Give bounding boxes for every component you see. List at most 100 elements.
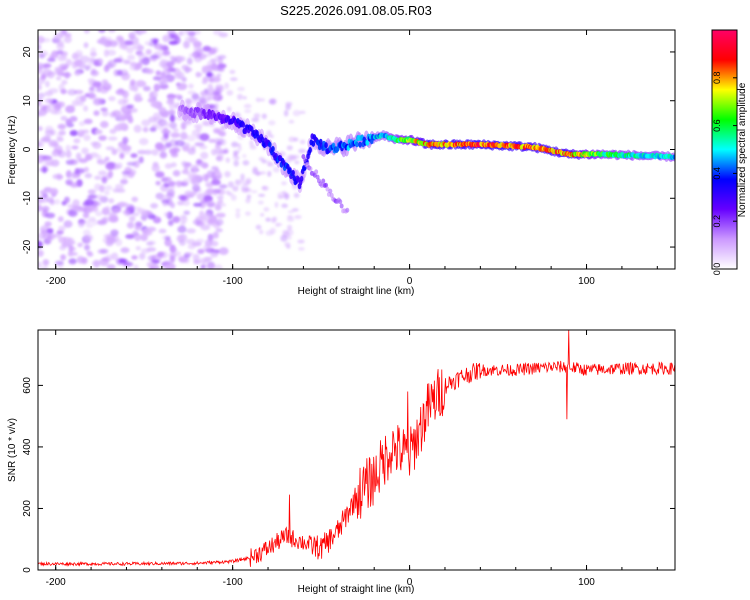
spectrogram-ridge-branch — [324, 182, 329, 188]
spectrogram-noise-blob — [202, 244, 211, 253]
spectrogram-noise-blob — [63, 36, 72, 44]
spectrogram-noise-blob — [150, 90, 158, 99]
spectrogram-noise-blob — [167, 109, 176, 115]
spectrogram-noise-blob — [126, 104, 134, 109]
spectrogram-noise-blob — [210, 58, 217, 63]
spectrogram-noise-blob — [104, 185, 113, 191]
spectrogram-noise-blob — [292, 109, 301, 117]
spectrogram-noise-blob — [173, 35, 180, 41]
spectrogram-noise-blob — [99, 248, 109, 254]
spectrogram-noise-blob — [186, 57, 193, 65]
spectrogram-noise-blob — [82, 212, 90, 219]
spectrogram-ridge-branch — [321, 178, 326, 184]
spectrogram-noise-blob — [97, 194, 103, 201]
spectrogram-noise-blob — [141, 211, 148, 216]
spectrogram-noise-blob — [54, 66, 64, 73]
spectrogram-noise-blob — [93, 97, 104, 105]
spectrogram-noise-blob — [218, 184, 228, 189]
spectrogram-noise-blob — [237, 93, 243, 101]
spectrogram-noise-blob — [225, 157, 230, 163]
spectrogram-noise-blob — [122, 174, 129, 179]
spectrogram-noise-blob — [108, 136, 118, 141]
spectrogram-noise-blob — [260, 98, 266, 102]
spectrogram-noise-blob — [180, 215, 188, 224]
spectrogram-noise-blob — [191, 93, 200, 101]
spectrogram-noise-blob — [224, 82, 230, 90]
spectrogram-noise-blob — [181, 169, 189, 175]
spectrogram-ridge-branch — [345, 207, 350, 213]
spectrogram-noise-blob — [196, 193, 205, 201]
spectrogram-noise-blob — [123, 59, 131, 65]
spectrogram-noise-blob — [237, 86, 246, 92]
spectrogram-noise-blob — [281, 203, 288, 208]
spectrogram-noise-blob — [283, 109, 289, 117]
spectrogram-noise-blob — [38, 43, 42, 51]
spectrogram-noise-blob — [127, 169, 137, 176]
spectrogram-noise-blob — [200, 264, 206, 269]
x-tick-label: 100 — [578, 577, 595, 588]
spectrogram-noise-blob — [164, 163, 173, 169]
spectrogram-noise-blob — [147, 255, 156, 262]
spectrogram-noise-blob — [47, 57, 56, 62]
spectrogram-noise-blob — [280, 195, 285, 199]
spectrogram-noise-blob — [96, 159, 107, 165]
spectrogram-noise-blob — [265, 230, 274, 236]
spectrogram-noise-blob — [137, 80, 147, 87]
spectrogram-noise-blob — [142, 126, 149, 133]
spectrogram-noise-blob — [38, 157, 43, 164]
spectrogram-noise-blob — [299, 139, 306, 145]
spectrogram-noise-blob — [69, 173, 77, 180]
spectrogram-ridge-core — [324, 142, 328, 149]
spectrogram-ridge-core — [291, 169, 295, 176]
spectrogram-noise-blob — [93, 110, 100, 116]
spectrogram-noise-blob — [71, 145, 79, 150]
spectrogram-noise-blob — [107, 161, 116, 167]
spectrogram-noise-blob — [216, 152, 224, 159]
spectrogram-noise-blob — [104, 205, 111, 212]
spectrogram-noise-blob — [154, 171, 164, 177]
spectrogram-noise-blob — [179, 195, 187, 201]
spectrogram-noise-blob — [182, 178, 191, 185]
spectrogram-noise-blob — [146, 226, 157, 232]
spectrogram-noise-blob — [168, 40, 179, 45]
spectrogram-noise-blob — [168, 66, 174, 72]
spectrogram-noise-blob — [48, 88, 59, 94]
spectrogram-noise-blob — [57, 174, 64, 180]
spectrogram-noise-blob — [274, 201, 279, 208]
spectrogram-noise-blob — [297, 239, 305, 244]
spectrogram-noise-blob — [190, 191, 197, 196]
spectrogram-noise-blob — [184, 251, 194, 257]
spectrogram-noise-blob — [151, 149, 159, 156]
spectrogram-noise-blob — [80, 55, 90, 63]
spectrogram-noise-blob — [246, 194, 252, 200]
spectrogram-noise-blob — [129, 64, 138, 71]
spectrogram-noise-blob — [44, 221, 52, 228]
spectrogram-noise-blob — [115, 183, 124, 190]
spectrogram-noise-blob — [192, 219, 202, 225]
spectrogram-noise-blob — [186, 228, 196, 234]
spectrogram-noise-blob — [166, 93, 177, 99]
spectrogram-noise-blob — [164, 238, 173, 247]
spectrogram-noise-blob — [200, 151, 209, 160]
spectrogram-noise-blob — [170, 202, 176, 209]
spectrogram-noise-blob — [176, 85, 187, 91]
spectrogram-noise-blob — [104, 190, 110, 196]
spectrogram-noise-blob — [199, 257, 208, 264]
spectrogram-noise-blob — [291, 208, 299, 212]
spectrogram-noise-blob — [67, 89, 77, 96]
spectrogram-ridge-core — [271, 146, 275, 153]
spectrogram-noise-blob — [113, 58, 123, 63]
spectrogram-ridge-branch — [328, 188, 333, 194]
spectrogram-noise-blob — [141, 119, 151, 127]
spectrogram-noise-blob — [286, 217, 295, 222]
spectrogram-noise-blob — [227, 192, 234, 197]
spectrogram-noise-blob — [162, 34, 171, 43]
colorbar-ticks: 0.0 0.2 0.4 0.6 0.8 — [712, 72, 737, 275]
spectrogram-noise-blob — [111, 110, 122, 118]
spectrogram-noise-blob — [158, 61, 164, 68]
spectrogram-noise-blob — [235, 208, 241, 212]
spectrogram-noise-blob — [213, 175, 222, 181]
spectrogram-noise-blob — [138, 156, 144, 164]
spectrogram-noise-blob — [163, 183, 170, 188]
